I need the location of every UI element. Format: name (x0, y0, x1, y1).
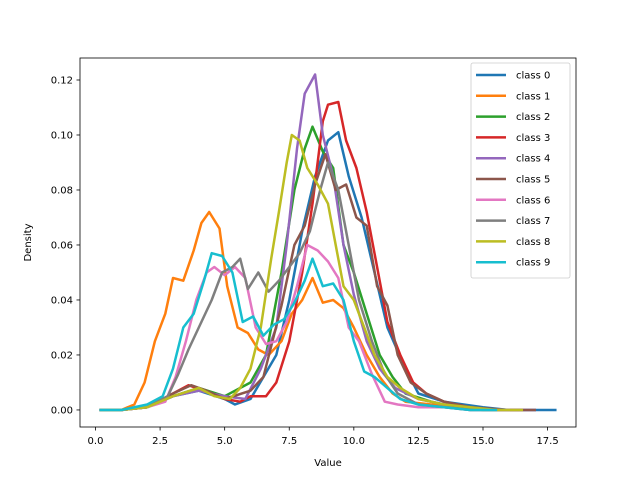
series-line-6 (99, 243, 511, 412)
series-line-5 (99, 152, 536, 412)
legend-label-9: class 9 (516, 258, 550, 269)
x-axis-label: Value (314, 458, 341, 469)
x-tick-label: 0.0 (88, 436, 104, 447)
legend-label-5: class 5 (516, 175, 550, 186)
legend-label-8: class 8 (516, 237, 550, 248)
legend-label-0: class 0 (516, 71, 550, 82)
y-tick-label: 0.12 (51, 75, 73, 86)
y-axis: 0.00 0.02 0.04 0.06 0.08 0.10 0.12 (51, 75, 80, 416)
y-tick-label: 0.10 (51, 130, 73, 141)
y-tick-label: 0.06 (51, 240, 73, 251)
x-tick-label: 2.5 (152, 436, 168, 447)
series-line-9 (99, 251, 498, 412)
y-axis-label: Density (23, 223, 34, 261)
legend-label-3: class 3 (516, 133, 550, 144)
y-tick-label: 0.04 (51, 295, 73, 306)
x-axis: 0.0 2.5 5.0 7.5 10.0 12.5 15.0 17.5 (88, 427, 559, 447)
legend: class 0 class 1 class 2 class 3 class 4 class… (470, 62, 571, 279)
legend-label-1: class 1 (516, 91, 550, 102)
x-tick-label: 10.0 (343, 436, 365, 447)
x-tick-label: 5.0 (217, 436, 233, 447)
legend-label-4: class 4 (516, 154, 550, 165)
y-tick-label: 0.00 (51, 405, 73, 416)
x-tick-label: 17.5 (536, 436, 558, 447)
legend-label-2: class 2 (516, 112, 550, 123)
legend-label-7: class 7 (516, 216, 550, 227)
x-tick-label: 15.0 (472, 436, 494, 447)
x-tick-label: 12.5 (407, 436, 429, 447)
axes-frame (79, 57, 577, 428)
y-tick-label: 0.02 (51, 350, 73, 361)
series-line-8 (99, 133, 524, 412)
series-layer (99, 73, 557, 412)
x-tick-label: 7.5 (281, 436, 297, 447)
legend-label-6: class 6 (516, 195, 550, 206)
y-tick-label: 0.08 (51, 185, 73, 196)
